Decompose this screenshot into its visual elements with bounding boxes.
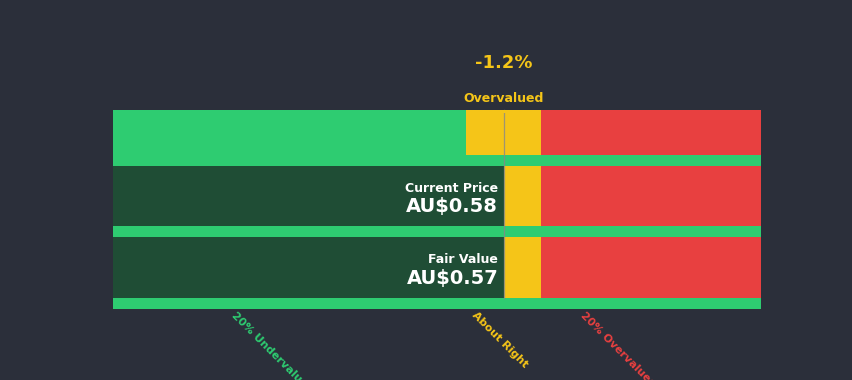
Text: -1.2%: -1.2% (475, 54, 532, 72)
Bar (113, 155, 760, 166)
Text: 20% Overvalued: 20% Overvalued (578, 310, 657, 380)
Bar (540, 110, 760, 309)
Bar (113, 110, 466, 309)
Bar (113, 238, 503, 298)
Bar (466, 110, 540, 309)
Bar (113, 226, 760, 238)
Text: About Right: About Right (469, 310, 529, 370)
Bar (499, 110, 507, 114)
Text: AU$0.57: AU$0.57 (406, 269, 498, 288)
Text: Overvalued: Overvalued (463, 92, 543, 105)
Bar (113, 166, 503, 226)
Text: AU$0.58: AU$0.58 (406, 198, 498, 217)
Bar (113, 298, 760, 309)
Text: Fair Value: Fair Value (428, 253, 498, 266)
Text: 20% Undervalued: 20% Undervalued (229, 310, 314, 380)
Text: Current Price: Current Price (405, 182, 498, 195)
